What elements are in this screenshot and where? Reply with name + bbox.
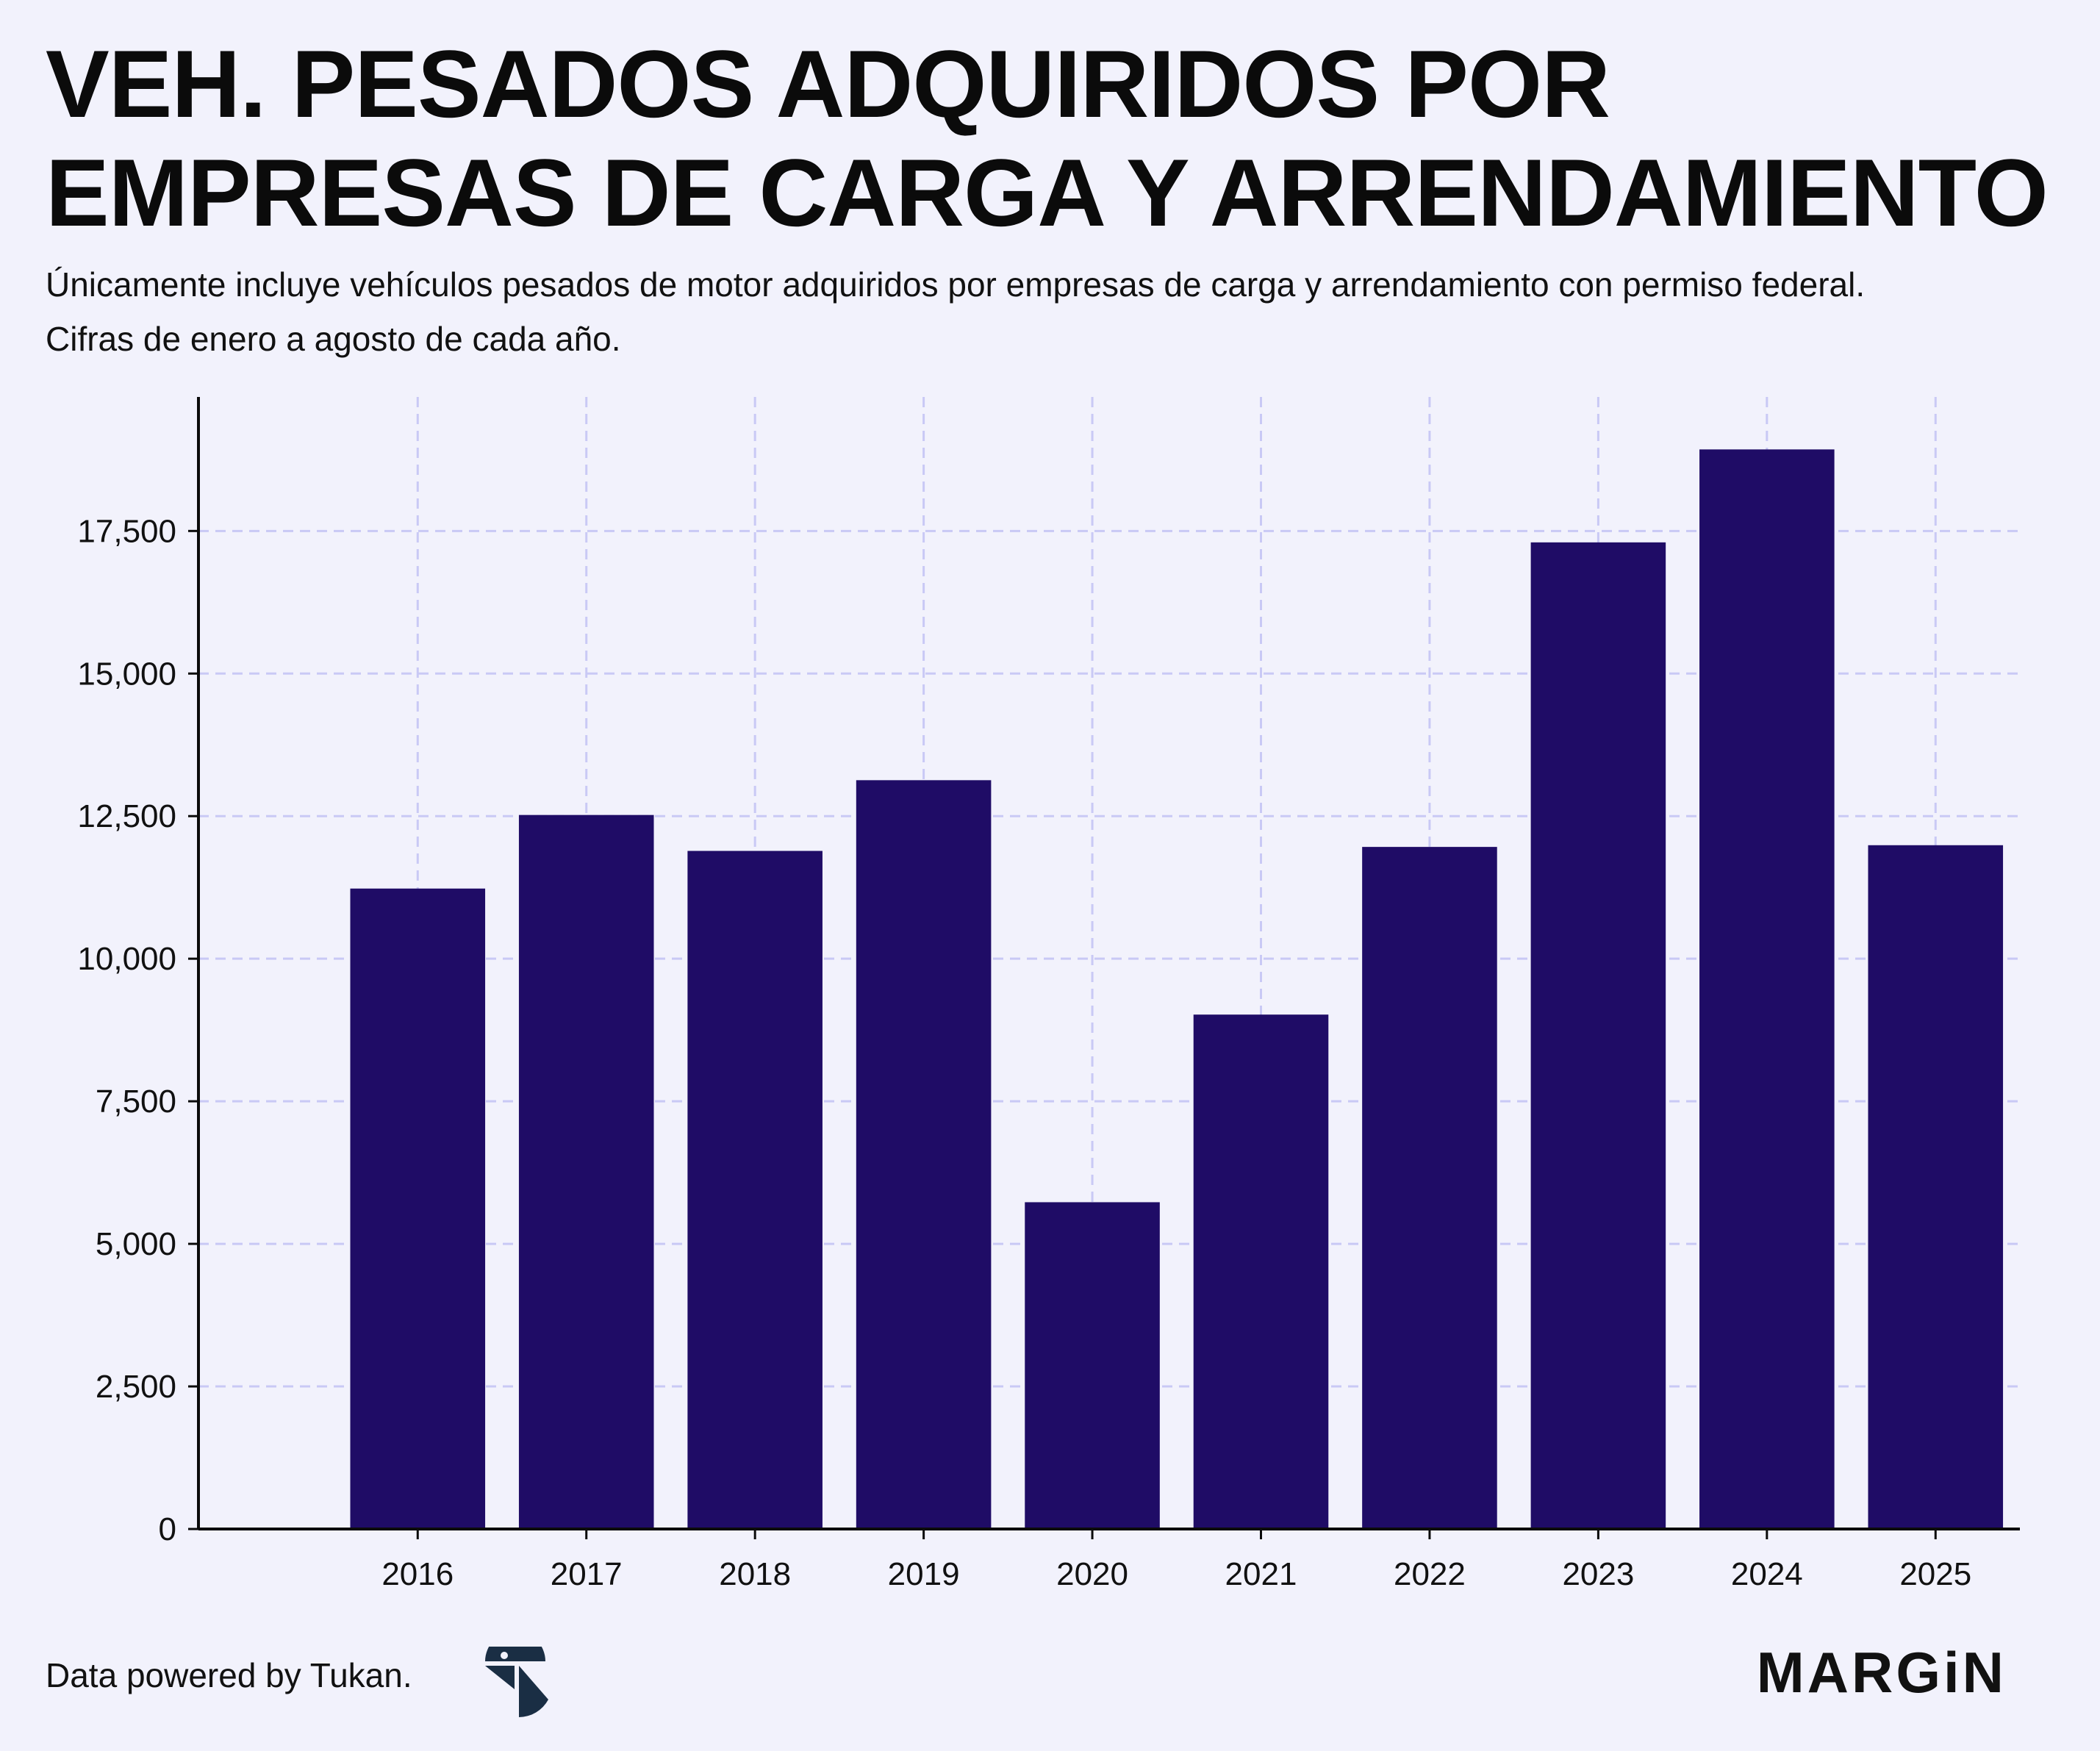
bar-2023 <box>1530 542 1666 1529</box>
chart-subtitle: Únicamente incluye vehículos pesados de … <box>46 265 1866 358</box>
margin-logo: MARGiN <box>1756 1640 2007 1705</box>
bar-chart: 0 2,500 5,000 7,500 10,000 12,500 15,000 17,500… <box>77 397 2020 1592</box>
x-tick-label: 2017 <box>551 1556 623 1592</box>
y-tick-label: 12,500 <box>77 798 176 834</box>
y-tick-label: 17,500 <box>77 513 176 549</box>
x-tick-label: 2021 <box>1225 1556 1297 1592</box>
bars <box>350 449 2004 1530</box>
bar-2020 <box>1025 1202 1160 1529</box>
bar-2024 <box>1699 449 1835 1530</box>
bar-2019 <box>856 780 992 1529</box>
x-tick-label: 2016 <box>381 1556 454 1592</box>
x-tick-label: 2023 <box>1562 1556 1634 1592</box>
y-tick-label: 15,000 <box>77 656 176 692</box>
bar-2025 <box>1868 845 2004 1529</box>
chart-title: VEH. PESADOS ADQUIRIDOS POR EMPRESAS DE … <box>46 30 2049 246</box>
y-tick-label: 0 <box>159 1511 176 1547</box>
y-tick-label: 10,000 <box>77 941 176 977</box>
bar-2016 <box>350 888 486 1529</box>
x-tick-label: 2019 <box>888 1556 960 1592</box>
data-credit: Data powered by Tukan. <box>46 1656 412 1694</box>
tukan-logo-icon <box>485 1647 548 1717</box>
x-tick-label: 2018 <box>719 1556 791 1592</box>
tick-labels: 0 2,500 5,000 7,500 10,000 12,500 15,000 17,500… <box>77 513 1971 1592</box>
x-tick-label: 2025 <box>1899 1556 1971 1592</box>
axes <box>188 397 2020 1539</box>
bar-2017 <box>518 814 654 1529</box>
y-tick-label: 7,500 <box>96 1084 176 1120</box>
bar-2018 <box>687 851 823 1529</box>
y-tick-label: 5,000 <box>96 1226 176 1262</box>
x-tick-label: 2022 <box>1394 1556 1466 1592</box>
bar-2021 <box>1193 1014 1329 1529</box>
y-tick-label: 2,500 <box>96 1369 176 1405</box>
x-tick-label: 2024 <box>1731 1556 1803 1592</box>
x-tick-label: 2020 <box>1056 1556 1128 1592</box>
bar-2022 <box>1362 847 1497 1529</box>
